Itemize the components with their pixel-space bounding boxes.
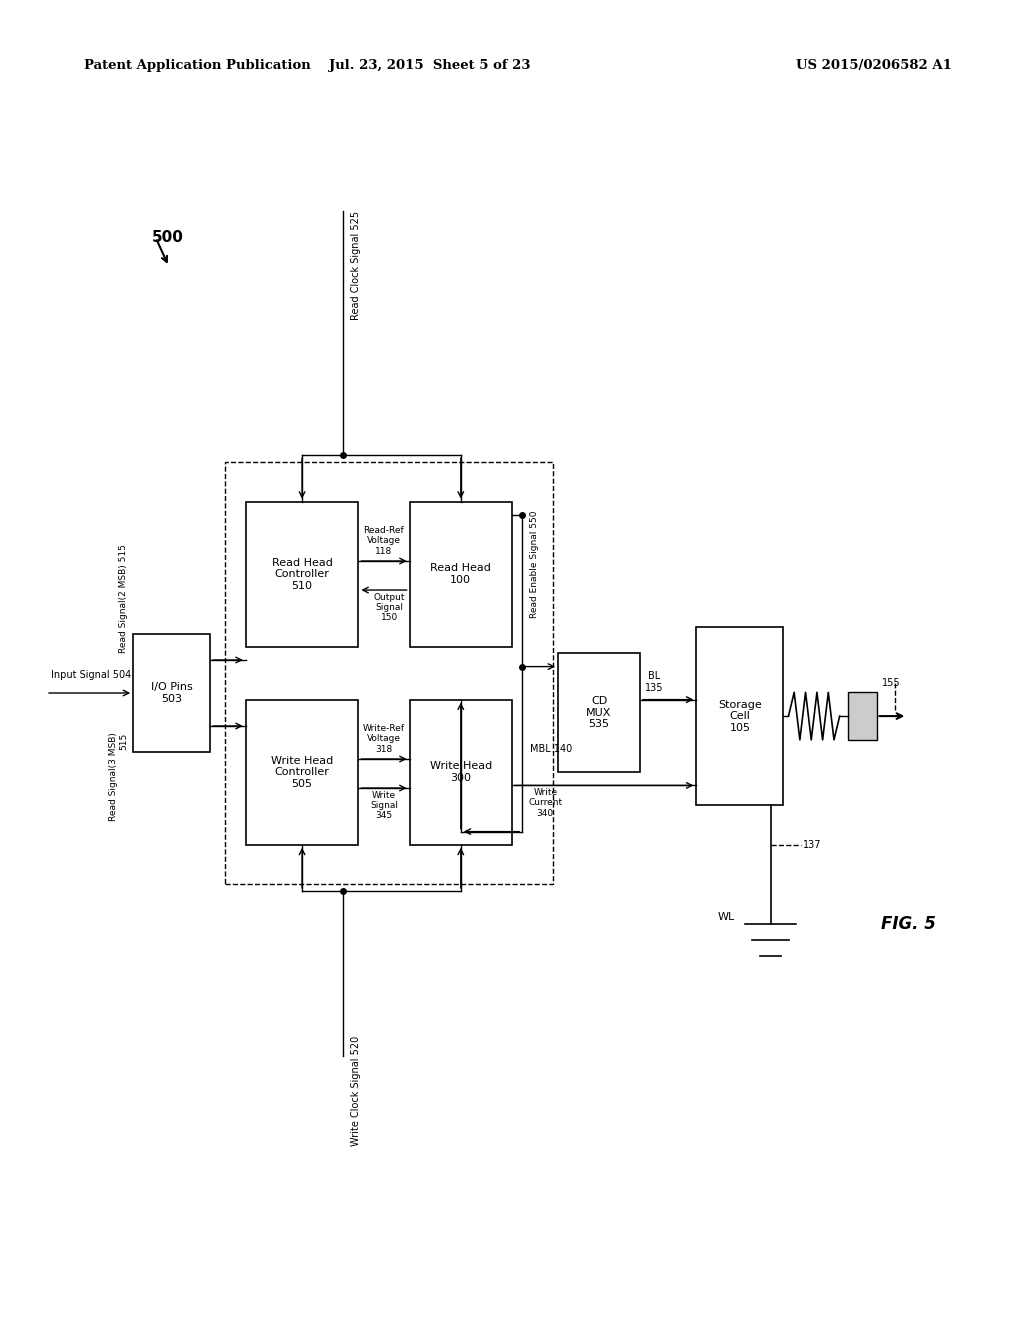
Text: US 2015/0206582 A1: US 2015/0206582 A1 <box>797 59 952 73</box>
Text: MBL 140: MBL 140 <box>530 744 572 754</box>
Text: 500: 500 <box>152 230 183 246</box>
Text: Write Head
300: Write Head 300 <box>430 762 492 783</box>
Text: 155: 155 <box>882 678 900 688</box>
FancyBboxPatch shape <box>696 627 783 805</box>
Text: BL
135: BL 135 <box>645 672 664 693</box>
Text: CD
MUX
535: CD MUX 535 <box>587 696 611 730</box>
Text: Read Head
100: Read Head 100 <box>430 564 492 585</box>
Text: I/O Pins
503: I/O Pins 503 <box>151 682 193 704</box>
Text: Write Clock Signal 520: Write Clock Signal 520 <box>351 1036 361 1147</box>
Text: Read Clock Signal 525: Read Clock Signal 525 <box>351 211 361 321</box>
Text: Output
Signal
150: Output Signal 150 <box>374 593 404 623</box>
FancyBboxPatch shape <box>246 502 358 647</box>
FancyBboxPatch shape <box>558 653 640 772</box>
Text: Write-Ref
Voltage
318: Write-Ref Voltage 318 <box>362 723 406 754</box>
FancyBboxPatch shape <box>410 700 512 845</box>
Text: Input Signal 504: Input Signal 504 <box>51 669 131 680</box>
Text: Read Signal(3 MSB)
515: Read Signal(3 MSB) 515 <box>109 733 128 821</box>
Text: FIG. 5: FIG. 5 <box>881 915 936 933</box>
FancyBboxPatch shape <box>848 692 877 739</box>
Text: Jul. 23, 2015  Sheet 5 of 23: Jul. 23, 2015 Sheet 5 of 23 <box>330 59 530 73</box>
Text: Write
Signal
345: Write Signal 345 <box>370 791 398 821</box>
FancyBboxPatch shape <box>246 700 358 845</box>
Text: Read Enable Signal 550: Read Enable Signal 550 <box>530 511 540 618</box>
Text: 137: 137 <box>804 840 822 850</box>
Text: Write
Current
340: Write Current 340 <box>528 788 562 818</box>
Text: Read Head
Controller
510: Read Head Controller 510 <box>271 557 333 591</box>
FancyBboxPatch shape <box>133 634 210 752</box>
Text: Write Head
Controller
505: Write Head Controller 505 <box>271 755 333 789</box>
Text: Read Signal(2 MSB) 515: Read Signal(2 MSB) 515 <box>119 545 128 653</box>
FancyBboxPatch shape <box>410 502 512 647</box>
Text: Storage
Cell
105: Storage Cell 105 <box>718 700 762 733</box>
Text: Read-Ref
Voltage
118: Read-Ref Voltage 118 <box>364 525 404 556</box>
Text: Patent Application Publication: Patent Application Publication <box>84 59 310 73</box>
Text: WL: WL <box>718 912 735 923</box>
